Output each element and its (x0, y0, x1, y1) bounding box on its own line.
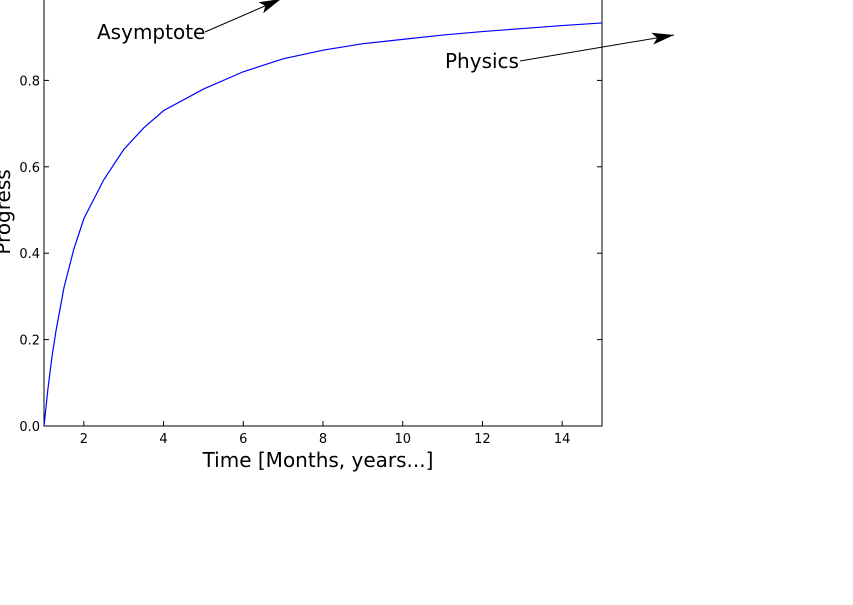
physics-annotation: Physics (445, 32, 675, 73)
y-tick-label: 0.2 (19, 334, 40, 349)
y-tick-label: 0.0 (19, 420, 40, 435)
x-tick-label: 6 (239, 432, 247, 447)
physics-label: Physics (445, 49, 519, 73)
x-tick-label: 2 (80, 432, 88, 447)
y-tick-label: 0.4 (19, 247, 40, 262)
y-axis-ticks: 0.0 0.2 0.4 0.6 0.8 (19, 74, 602, 435)
x-axis-label: Time [Months, years...] (202, 448, 434, 472)
y-tick-label: 0.8 (19, 74, 40, 89)
y-tick-label: 0.6 (19, 161, 40, 176)
y-axis-label: Progress (0, 169, 15, 254)
asymptote-label: Asymptote (97, 20, 205, 44)
x-tick-label: 8 (319, 432, 327, 447)
asymptote-annotation: Asymptote (97, 0, 281, 44)
physics-arrow (519, 32, 675, 62)
asymptote-arrow (204, 0, 281, 33)
x-tick-label: 4 (159, 432, 167, 447)
x-axis-ticks: 2 4 6 8 10 12 14 (80, 421, 571, 447)
x-tick-label: 12 (474, 432, 491, 447)
progress-curve (43, 22, 603, 427)
x-tick-label: 14 (554, 432, 571, 447)
x-tick-label: 10 (394, 432, 411, 447)
